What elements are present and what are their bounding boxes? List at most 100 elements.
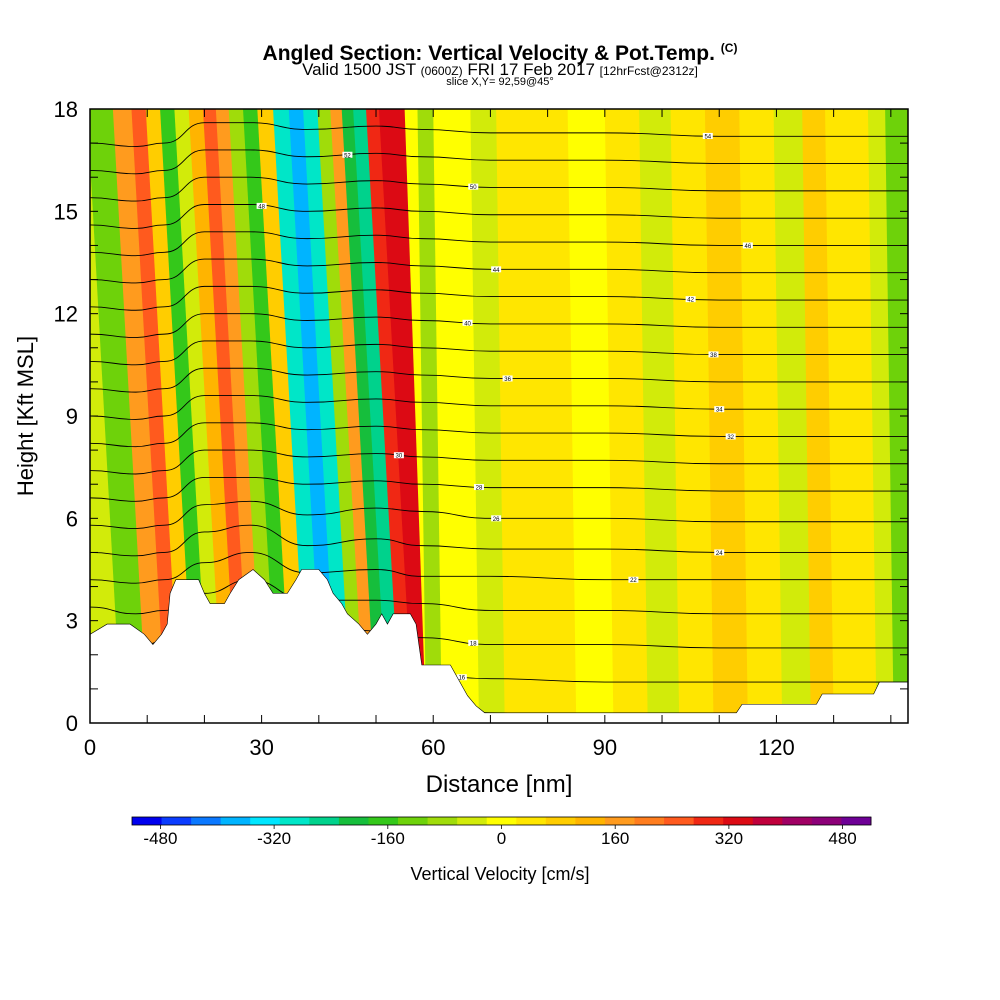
y-tick-labels: 0 3 6 9 12 15 18 [54,97,78,736]
colorbar-segment [723,817,754,825]
velocity-band [202,109,251,723]
y-tick-label: 12 [54,302,78,327]
y-tick-label: 9 [66,404,78,429]
colorbar-tick-label: 0 [497,829,506,848]
theta-contour [90,422,908,448]
colorbar-segment [220,817,251,825]
contour-label-bg [462,319,473,326]
contour-label-bg [702,132,713,139]
x-tick-label: 120 [758,735,795,760]
colorbar-segment [427,817,458,825]
velocity-band [145,109,195,723]
y-tick-label: 0 [66,711,78,736]
colorbar-segment [841,817,872,825]
theta-contour [90,500,908,530]
colorbar-segment [368,817,399,825]
colorbar-segment [634,817,665,825]
contour-label-bg [468,639,479,646]
colorbar-title: Vertical Velocity [cm/s] [410,864,590,884]
y-tick-label: 3 [66,609,78,634]
x-tick-label: 0 [84,735,96,760]
velocity-band [188,109,238,723]
contour-label-bg [685,296,696,303]
colorbar-segment [279,817,310,825]
colorbar-segment [486,817,517,825]
colorbar-segment [545,817,576,825]
chart-subtitle: Valid 1500 JST (0600Z) FRI 17 Feb 2017 [… [0,60,1000,81]
valid-time: Valid 1500 JST [302,60,416,79]
theta-contour [90,176,908,202]
theta-contour [90,524,908,557]
velocity-band [174,109,223,723]
velocity-band [243,109,292,723]
contour-label: 32 [727,435,734,441]
velocity-band [288,109,338,723]
contour-label: 46 [744,244,751,250]
colorbar-segment [516,817,547,825]
contour-label: 42 [687,298,694,304]
colorbar-segment [132,817,162,825]
terrain-mask [90,569,908,723]
velocity-band [257,109,308,723]
theta-contour [90,258,908,284]
velocity-band [215,109,264,723]
y-tick-label: 15 [54,199,78,224]
colorbar-segment [250,817,281,825]
axis-ticks [89,108,908,724]
colorbar-segment [161,817,192,825]
theta-contour [90,340,908,366]
contour-label-bg [256,202,267,209]
contour-label: 38 [710,353,717,359]
colorbar-segment [191,817,222,825]
colorbar-segment [752,817,783,825]
contour-label: 48 [258,204,265,210]
contour-label-bg [473,484,484,491]
contour-label: 18 [470,641,477,647]
chart-title: Angled Section: Vertical Velocity & Pot.… [0,36,1000,66]
theta-contour [90,231,908,257]
contour-label-bg [491,266,502,273]
contour-label: 22 [630,578,637,584]
theta-contour [90,367,908,393]
contour-label-bg [628,576,639,583]
contour-label-bg [725,433,736,440]
colorbar [131,816,872,826]
colorbar-tick-label: -320 [257,829,291,848]
velocity-band [160,109,209,723]
y-tick-label: 18 [54,97,78,122]
theta-contour [90,313,908,338]
contour-label-bg [393,452,404,459]
contour-label: 44 [493,268,500,274]
contour-label-bg [714,406,725,413]
theta-contour [90,395,908,420]
y-tick-label: 6 [66,506,78,531]
colorbar-segment [309,817,340,825]
velocity-band [885,109,908,723]
chart-title-text: Angled Section: Vertical Velocity & Pot.… [262,42,715,65]
contour-label-bg [491,515,502,522]
contour-label-bg [456,674,467,681]
contour-label: 52 [344,153,351,159]
contour-label: 26 [493,517,500,523]
colorbar-tick-label: 320 [715,829,743,848]
colorbar-segment [398,817,428,825]
forecast-info: [12hrFcst@2312z] [599,64,698,78]
colorbar-segment [338,817,369,825]
theta-contour [90,122,908,147]
velocity-band [228,109,278,723]
colorbar-segment [457,817,488,825]
x-tick-label: 90 [593,735,617,760]
colorbar-tick-label: -160 [371,829,405,848]
velocity-band [303,109,352,723]
theta-contour [90,285,908,311]
colorbar-segment [575,817,606,825]
colorbar-segment [664,817,695,825]
contour-label: 40 [464,321,471,327]
velocity-band [131,109,181,723]
contour-label: 24 [716,551,723,557]
contour-label-bg [714,549,725,556]
contour-label: 16 [458,676,465,682]
theta-contour [90,476,908,502]
colorbar-segment [782,817,813,825]
